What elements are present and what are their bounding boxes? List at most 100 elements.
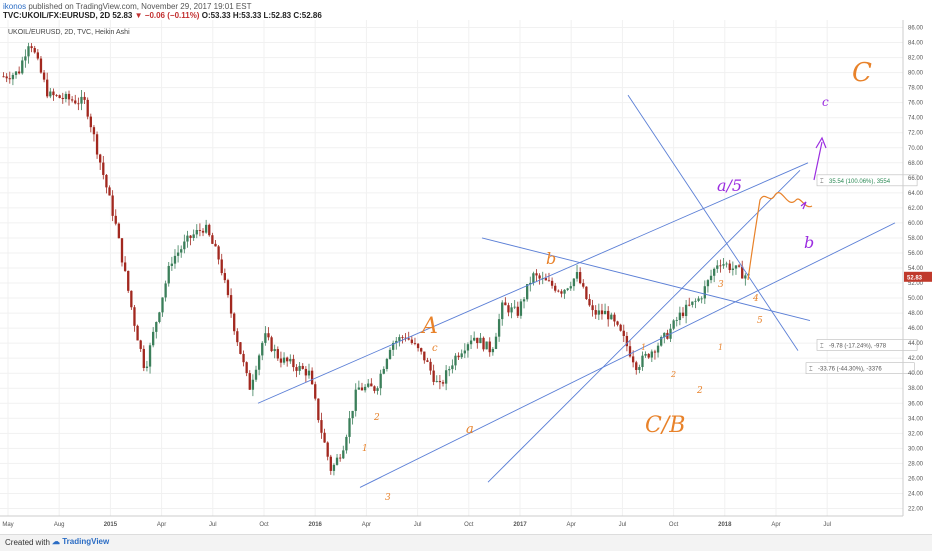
- candle-body: [304, 368, 308, 376]
- candle-body: [8, 78, 11, 80]
- candle-body: [544, 278, 548, 281]
- candle-body: [494, 336, 498, 349]
- candle-body: [148, 345, 152, 367]
- candle-body: [716, 265, 719, 269]
- candle-body: [307, 370, 311, 376]
- candle-body: [691, 301, 694, 305]
- candle-body: [345, 436, 348, 451]
- candle-body: [211, 235, 214, 244]
- time-axis[interactable]: May Aug 2015 Apr Jul Oct 2016 Apr Jul Oct 2017 Apr J…: [0, 515, 903, 528]
- price-tick-label: 36.00: [908, 401, 924, 407]
- last-price-badge-label: 52.83: [907, 275, 923, 281]
- candle-body: [30, 46, 33, 49]
- candle-body: [317, 398, 320, 421]
- time-tick-label: May: [2, 522, 13, 528]
- orange-wave-label: 1: [362, 444, 368, 454]
- candle-body: [597, 310, 600, 315]
- candle-body: [67, 93, 71, 100]
- candle-body: [725, 263, 728, 265]
- candle-body: [208, 224, 211, 236]
- symbol-name: TVC:UKOIL/FX:EURUSD, 2D: [3, 11, 111, 20]
- price-axis[interactable]: 22.00 24.00 26.00 28.00 30.00 32.00 34.00 36.00…: [902, 20, 932, 516]
- candle-body: [363, 386, 367, 391]
- candle-body: [653, 351, 657, 353]
- candle-body: [248, 373, 251, 390]
- footer-bar: Created with ☁ TradingView: [0, 534, 932, 551]
- orange-wave-label: 1: [718, 343, 723, 352]
- candle-body: [388, 349, 392, 359]
- candle-body: [560, 291, 563, 294]
- candle-body: [114, 215, 117, 224]
- candle-body: [39, 58, 43, 73]
- candle-body: [501, 302, 504, 320]
- change-text: −0.06 (−0.11%): [144, 11, 200, 20]
- candle-body: [554, 285, 557, 291]
- publish-header: ikonos published on TradingView.com, Nov…: [0, 0, 932, 20]
- time-tick-label: Oct: [669, 522, 679, 528]
- candle-body: [491, 348, 495, 353]
- candle-body: [295, 367, 298, 371]
- candle-body: [164, 283, 167, 298]
- candle-body: [142, 348, 145, 368]
- candle-body: [476, 337, 479, 344]
- price-tick-label: 58.00: [908, 236, 924, 242]
- candle-body: [407, 338, 410, 340]
- last-price-badge: [904, 271, 932, 282]
- measurement-label: -9.78 (-17.24%), -978: [829, 343, 887, 349]
- time-tick-label: Oct: [259, 522, 269, 528]
- candle-body: [170, 263, 174, 266]
- candle-body: [457, 355, 460, 358]
- author-link[interactable]: ikonos: [3, 2, 27, 11]
- orange-wave-label: 2: [696, 386, 703, 396]
- candle-body: [49, 91, 52, 97]
- candle-body: [482, 337, 485, 350]
- candle-body: [173, 255, 177, 264]
- candle-body: [46, 79, 49, 97]
- price-chart[interactable]: UKOIL/EURUSD, 2D, TVC, Heikin Ashi Ac b C/…: [0, 20, 932, 534]
- candle-body: [329, 456, 332, 471]
- candle-body: [572, 278, 576, 287]
- time-tick-label: 2015: [104, 522, 118, 528]
- candle-body: [183, 241, 186, 250]
- price-tick-label: 44.00: [908, 341, 924, 347]
- candle-body: [298, 365, 301, 371]
- price-tick-label: 70.00: [908, 146, 924, 152]
- candle-body: [497, 319, 501, 337]
- candle-body: [14, 71, 18, 75]
- price-tick-label: 50.00: [908, 296, 924, 302]
- candle-body: [557, 290, 560, 292]
- candle-body: [192, 234, 195, 238]
- candle-body: [301, 365, 304, 369]
- time-tick-label: Jul: [209, 522, 217, 528]
- price-tick-label: 76.00: [908, 101, 924, 107]
- change-value: ▼ −0.06 (−0.11%): [134, 11, 200, 20]
- price-tick-label: 54.00: [908, 266, 924, 272]
- candle-body: [86, 99, 89, 117]
- candle-body: [254, 369, 258, 380]
- tradingview-logo[interactable]: ☁ TradingView: [52, 537, 110, 546]
- candle-body: [354, 389, 357, 411]
- candle-body: [133, 307, 136, 326]
- candle-body: [5, 76, 8, 79]
- candle-body: [672, 320, 675, 329]
- candle-body: [226, 280, 230, 296]
- candle-body: [186, 235, 189, 242]
- candle-body: [569, 286, 572, 289]
- price-tick-label: 42.00: [908, 356, 924, 362]
- candle-body: [382, 368, 385, 374]
- candle-body: [261, 342, 264, 356]
- candle-body: [136, 325, 139, 341]
- candle-body: [410, 339, 413, 343]
- candle-body: [239, 342, 242, 354]
- candle-body: [538, 275, 541, 279]
- candle-body: [519, 301, 523, 316]
- candle-body: [61, 97, 64, 100]
- price-tick-label: 60.00: [908, 221, 924, 227]
- price-tick-label: 24.00: [908, 491, 924, 497]
- candle-body: [385, 358, 389, 369]
- time-tick-label: Apr: [567, 522, 576, 528]
- purple-arrowhead-b: [800, 201, 807, 210]
- candle-body: [214, 243, 217, 247]
- candle-body: [139, 340, 142, 349]
- candle-body: [681, 312, 685, 317]
